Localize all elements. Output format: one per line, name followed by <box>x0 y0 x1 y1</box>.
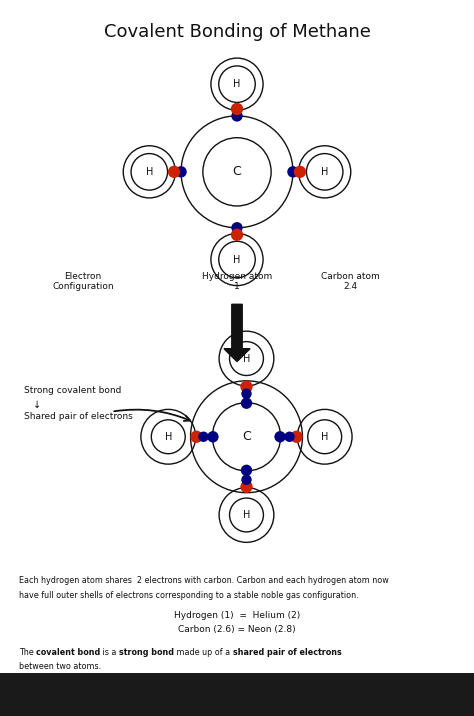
Text: H: H <box>321 432 328 442</box>
Text: Strong covalent bond: Strong covalent bond <box>24 386 121 395</box>
Text: C: C <box>233 165 241 178</box>
Text: H: H <box>146 167 153 177</box>
Ellipse shape <box>190 430 202 443</box>
Text: Carbon (2.6) = Neon (2.8): Carbon (2.6) = Neon (2.8) <box>178 625 296 634</box>
Text: Each hydrogen atom shares  2 electrons with carbon. Carbon and each hydrogen ato: Each hydrogen atom shares 2 electrons wi… <box>19 576 389 586</box>
Ellipse shape <box>240 480 253 493</box>
Ellipse shape <box>168 165 180 178</box>
Text: C: C <box>242 430 251 443</box>
Text: Covalent Bonding of Methane: Covalent Bonding of Methane <box>103 23 371 42</box>
Ellipse shape <box>175 166 187 178</box>
Text: ↓: ↓ <box>33 400 41 410</box>
Text: Shared pair of electrons: Shared pair of electrons <box>24 412 132 421</box>
Text: H: H <box>243 510 250 520</box>
Ellipse shape <box>241 397 252 409</box>
Text: Hydrogen atom
1: Hydrogen atom 1 <box>202 272 272 291</box>
Text: between two atoms.: between two atoms. <box>19 662 101 672</box>
Ellipse shape <box>231 222 243 233</box>
Text: strong bond: strong bond <box>119 648 174 657</box>
Ellipse shape <box>241 465 252 476</box>
Ellipse shape <box>291 430 303 443</box>
Text: Carbon atom
2.4: Carbon atom 2.4 <box>321 272 380 291</box>
Ellipse shape <box>207 431 219 442</box>
Text: is a: is a <box>100 648 119 657</box>
Text: made up of a: made up of a <box>174 648 233 657</box>
Text: shared pair of electrons: shared pair of electrons <box>233 648 342 657</box>
Ellipse shape <box>294 165 306 178</box>
Text: Electron
Configuration: Electron Configuration <box>52 272 114 291</box>
Text: H: H <box>164 432 172 442</box>
Ellipse shape <box>240 380 253 393</box>
Text: H: H <box>233 254 241 264</box>
Ellipse shape <box>241 389 252 399</box>
Text: covalent bond: covalent bond <box>36 648 100 657</box>
Text: have full outer shells of electrons corresponding to a stable noble gas configur: have full outer shells of electrons corr… <box>19 591 359 600</box>
Ellipse shape <box>287 166 299 178</box>
Ellipse shape <box>231 110 243 122</box>
Ellipse shape <box>274 431 286 442</box>
Ellipse shape <box>284 432 295 442</box>
Text: alamy: alamy <box>24 687 74 702</box>
FancyArrow shape <box>224 304 250 362</box>
Text: The: The <box>19 648 36 657</box>
Text: H: H <box>321 167 328 177</box>
Text: Hydrogen (1)  =  Helium (2): Hydrogen (1) = Helium (2) <box>174 611 300 620</box>
Text: H: H <box>233 79 241 90</box>
Text: Image ID: P2YCJR
www.alamy.com: Image ID: P2YCJR www.alamy.com <box>409 689 460 700</box>
Ellipse shape <box>198 432 209 442</box>
Ellipse shape <box>241 475 252 485</box>
Bar <box>0 673 474 716</box>
Text: H: H <box>243 354 250 364</box>
Ellipse shape <box>231 228 243 241</box>
Ellipse shape <box>231 103 243 115</box>
